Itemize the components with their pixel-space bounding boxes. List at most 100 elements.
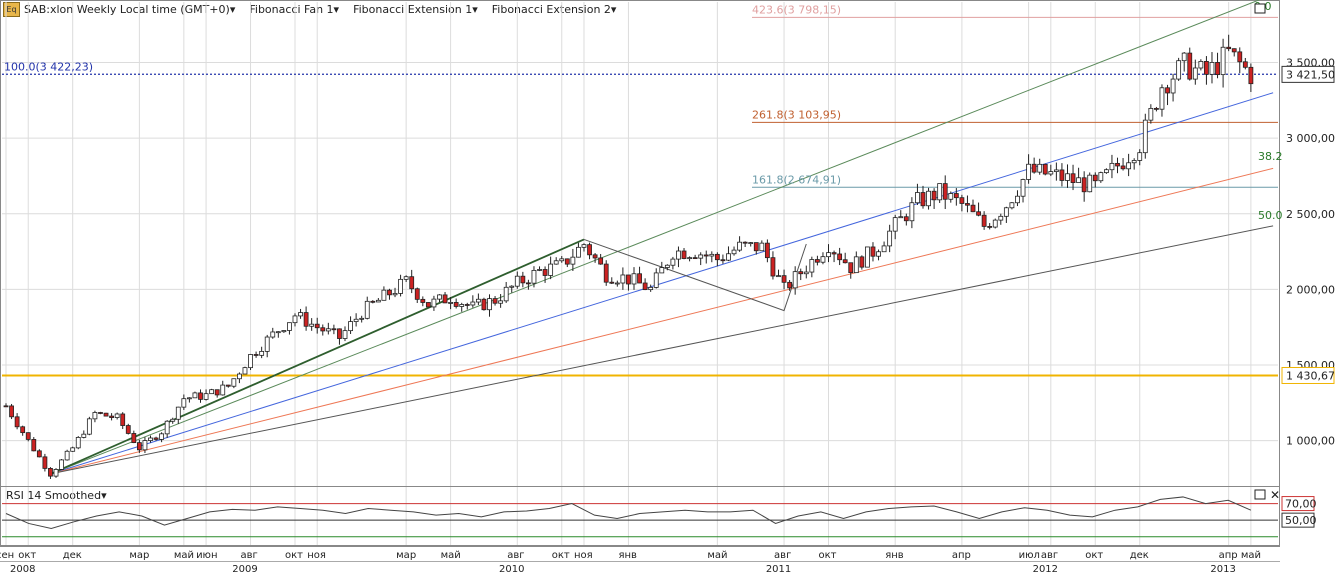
candle-body (253, 354, 259, 356)
candle (237, 372, 242, 384)
candle-body (264, 336, 270, 352)
candle-body (948, 193, 954, 200)
candle-body (186, 397, 192, 400)
candle (270, 327, 276, 339)
candle (931, 188, 937, 209)
candle (481, 297, 487, 311)
chart-eq-icon[interactable]: Eq (3, 2, 20, 17)
candle (337, 328, 342, 345)
candle (1081, 171, 1087, 202)
rsi-close-icon[interactable]: ✕ (1270, 488, 1280, 502)
candle-body (820, 256, 826, 263)
candle (98, 411, 103, 415)
candle-body (203, 393, 209, 400)
study-fib-ext-1[interactable]: Fibonacci Extension 1▾ (353, 3, 478, 16)
candle-body (125, 425, 131, 434)
fib-extension-label: 261.8(3 103,95) (752, 108, 841, 121)
fan-label: 50.0 (1258, 209, 1283, 222)
candle (1242, 57, 1248, 70)
candle-body (664, 264, 670, 268)
candle-body (609, 281, 615, 284)
candle (36, 449, 42, 458)
candle-body (826, 252, 831, 258)
candle-body (387, 289, 392, 296)
candle (170, 417, 176, 424)
candle-body (337, 328, 342, 339)
candle (292, 313, 298, 327)
candle (459, 302, 465, 312)
candle (153, 436, 159, 441)
candle (820, 252, 826, 265)
candle-body (926, 190, 931, 207)
rsi-level-box (1281, 496, 1315, 512)
candle-body (1215, 62, 1220, 76)
x-month-label: ноя (307, 550, 326, 561)
candle (514, 271, 520, 289)
rsi-tick-label: 50,00 (1285, 514, 1317, 527)
candle (692, 254, 698, 260)
x-year-label: 2009 (232, 564, 257, 575)
candle-body (498, 300, 504, 304)
candle-body (865, 246, 870, 268)
candle-body (598, 257, 604, 265)
study-fib-fan-1[interactable]: Fibonacci Fan 1▾ (249, 3, 340, 16)
candle-body (987, 226, 993, 228)
candle-body (881, 245, 887, 253)
candle (1131, 158, 1137, 170)
candle-body (620, 274, 626, 284)
candle-body (848, 262, 854, 274)
x-month-label: окт (552, 550, 570, 561)
candle-body (1181, 52, 1187, 62)
candle (1076, 167, 1082, 184)
candle (381, 286, 387, 301)
x-month-label: авг (774, 550, 791, 561)
candle (253, 351, 259, 358)
candle-body (603, 263, 609, 283)
candle (526, 279, 531, 290)
candle (392, 287, 398, 298)
study-fib-ext-2[interactable]: Fibonacci Extension 2▾ (491, 3, 617, 16)
candle-body (1009, 202, 1015, 209)
candle (259, 346, 265, 359)
candle-body (548, 263, 554, 276)
candle (587, 242, 592, 260)
fib-extension-label: 161.8(2 674,91) (752, 173, 841, 186)
candle-body (1037, 163, 1043, 173)
rsi-line (5, 496, 1252, 529)
candle (1204, 56, 1209, 85)
candle-body (392, 293, 398, 296)
candle (92, 410, 98, 423)
rsi-title[interactable]: RSI 14 Smoothed▾ (6, 489, 107, 502)
candle-body (937, 183, 943, 201)
x-month-label: авг (1041, 550, 1058, 561)
candle-body (564, 258, 570, 265)
candle (770, 251, 776, 280)
candle-body (1015, 195, 1020, 204)
candle-body (709, 253, 715, 257)
candle (915, 183, 920, 205)
x-month-label: июл (1019, 550, 1040, 561)
candle (192, 391, 198, 399)
candle (1181, 51, 1187, 72)
fib-extension-label: 100.0(3 422,23) (4, 60, 93, 73)
candle-body (425, 302, 431, 308)
candle (637, 266, 642, 284)
x-month-label: окт (1085, 550, 1103, 561)
candle-body (1187, 52, 1193, 80)
candle-body (414, 288, 420, 300)
candle (948, 191, 954, 203)
candle (942, 175, 948, 210)
candle-body (742, 241, 748, 244)
symbol-menu[interactable]: SAB:xlon Weekly Local time (GMT+0)▾ (24, 3, 236, 16)
candle-body (142, 440, 148, 451)
candle-body (320, 327, 326, 332)
candle-body (1209, 62, 1215, 75)
candle (342, 326, 348, 342)
candle-body (787, 281, 793, 289)
maximize-icon[interactable] (1254, 3, 1266, 14)
candle-body (214, 389, 220, 396)
candle (1137, 149, 1143, 166)
candle-body (931, 190, 937, 201)
rsi-maximize-icon[interactable] (1254, 489, 1266, 500)
candle (653, 268, 659, 289)
